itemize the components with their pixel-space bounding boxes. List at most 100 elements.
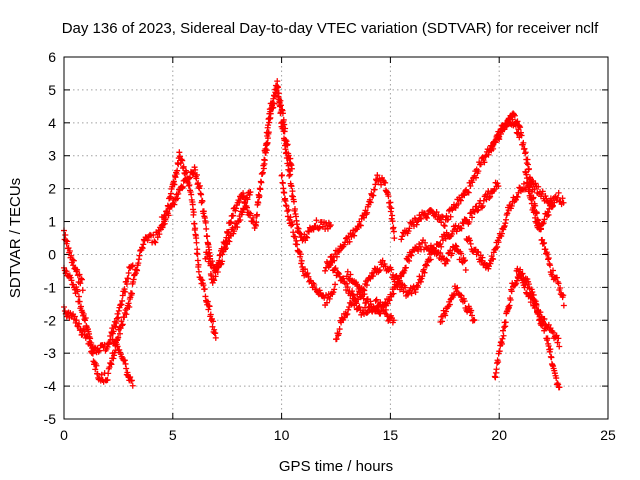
- data-point: [349, 288, 356, 295]
- data-point: [219, 251, 226, 258]
- data-point: [92, 366, 99, 373]
- data-point: [192, 166, 199, 173]
- data-point: [279, 180, 286, 187]
- data-point: [76, 298, 83, 305]
- data-point: [504, 210, 511, 217]
- data-point: [391, 235, 398, 242]
- data-point: [417, 243, 424, 250]
- series-track-i: [322, 172, 398, 274]
- data-point: [80, 311, 87, 318]
- data-point: [178, 156, 185, 163]
- data-point: [229, 224, 236, 231]
- data-point: [455, 200, 462, 207]
- data-point: [119, 322, 126, 329]
- data-point: [427, 256, 434, 263]
- data-point: [127, 374, 134, 381]
- data-point: [525, 165, 532, 172]
- data-point: [165, 212, 172, 219]
- data-point: [373, 296, 380, 303]
- data-point: [498, 340, 505, 347]
- data-point: [344, 284, 351, 291]
- data-point: [200, 208, 207, 215]
- data-point: [461, 192, 468, 199]
- data-point: [292, 233, 299, 240]
- data-point: [383, 188, 390, 195]
- data-point: [123, 311, 130, 318]
- data-point: [76, 271, 83, 278]
- data-point: [222, 238, 229, 245]
- data-point: [288, 183, 295, 190]
- data-point: [109, 336, 116, 343]
- data-point: [65, 245, 72, 252]
- data-point: [269, 99, 276, 106]
- data-point: [174, 167, 181, 174]
- data-point: [332, 281, 339, 288]
- data-point: [537, 309, 544, 316]
- series-track-m: [437, 283, 478, 326]
- data-point: [298, 257, 305, 264]
- data-point: [336, 270, 343, 277]
- data-point: [179, 185, 186, 192]
- data-point: [363, 310, 370, 317]
- y-axis-label: SDTVAR / TECUs: [7, 178, 24, 298]
- data-point: [333, 335, 340, 342]
- data-point: [154, 234, 161, 241]
- data-point: [179, 183, 186, 190]
- data-point: [74, 288, 81, 295]
- data-point: [522, 149, 529, 156]
- data-point: [210, 318, 217, 325]
- data-point: [495, 183, 502, 190]
- data-point: [283, 149, 290, 156]
- data-point: [529, 295, 536, 302]
- data-point: [330, 289, 337, 296]
- data-point: [360, 214, 367, 221]
- axes-ticks: 0 5 10 15 20 25 -5 -4 -3 -2 -1 0 1 2 3 4 5 6: [44, 49, 616, 443]
- data-point: [405, 228, 412, 235]
- data-point: [96, 347, 103, 354]
- data-point: [424, 211, 431, 218]
- data-point: [509, 116, 516, 123]
- data-point: [528, 200, 535, 207]
- data-point: [421, 269, 428, 276]
- data-point: [71, 313, 78, 320]
- data-point: [267, 108, 274, 115]
- series-track-l: [343, 237, 469, 317]
- data-point: [487, 260, 494, 267]
- data-point: [202, 219, 209, 226]
- data-point: [195, 261, 202, 268]
- data-point: [539, 188, 546, 195]
- data-point: [244, 196, 251, 203]
- data-point: [82, 315, 89, 322]
- data-point: [209, 258, 216, 265]
- data-point: [86, 333, 93, 340]
- data-point: [190, 209, 197, 216]
- data-point: [559, 195, 566, 202]
- data-point: [113, 315, 120, 322]
- data-point: [467, 182, 474, 189]
- data-point: [75, 323, 82, 330]
- data-point: [237, 217, 244, 224]
- data-point: [478, 257, 485, 264]
- data-point: [333, 253, 340, 260]
- data-point: [228, 219, 235, 226]
- data-point: [496, 136, 503, 143]
- data-point: [427, 207, 434, 214]
- data-point: [270, 95, 277, 102]
- data-point: [416, 241, 423, 248]
- data-point: [331, 286, 338, 293]
- data-point: [545, 256, 552, 263]
- x-tick-label: 25: [600, 427, 616, 443]
- data-point: [529, 186, 536, 193]
- y-tick-label: 6: [48, 49, 56, 65]
- data-point: [439, 318, 446, 325]
- data-point: [495, 239, 502, 246]
- data-point: [126, 304, 133, 311]
- data-point: [394, 283, 401, 290]
- y-tick-label: 2: [48, 181, 56, 197]
- data-points: [61, 78, 567, 391]
- data-point: [363, 299, 370, 306]
- data-point: [78, 276, 85, 283]
- plot-frame: [63, 56, 609, 420]
- data-point: [322, 267, 329, 274]
- data-point: [107, 360, 114, 367]
